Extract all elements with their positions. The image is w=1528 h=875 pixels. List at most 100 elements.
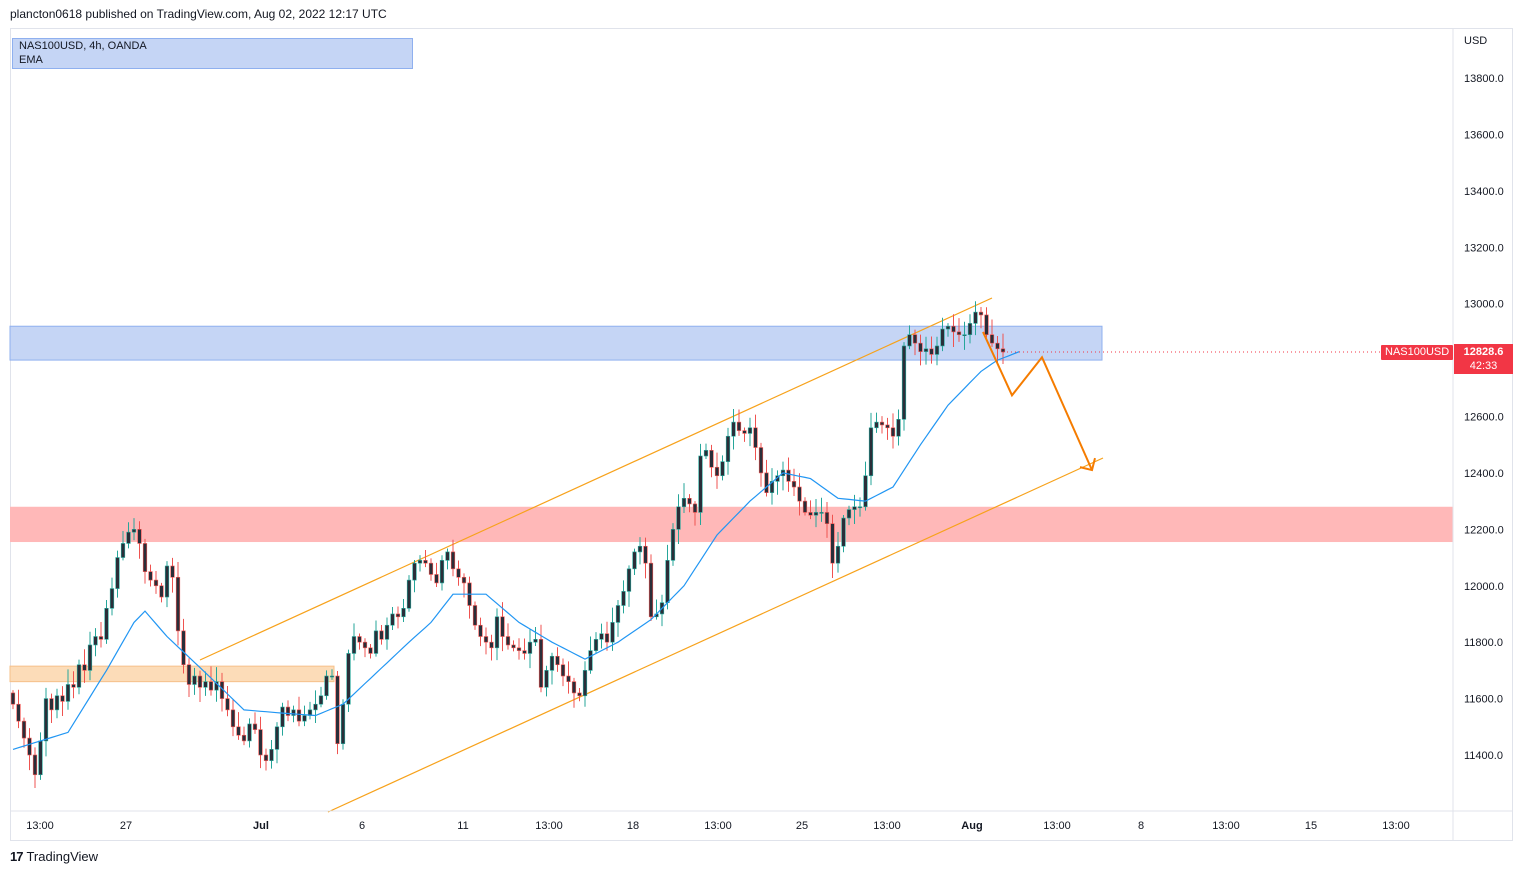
candle-down — [230, 699, 236, 737]
candle-body — [962, 334, 967, 336]
candle-up — [967, 314, 973, 344]
x-tick-label: 25 — [796, 820, 808, 832]
candle-body — [313, 703, 318, 711]
candle-down — [137, 521, 142, 559]
candle-down — [159, 582, 164, 603]
candle-body — [500, 616, 505, 637]
candle-up — [93, 628, 98, 657]
candle-down — [984, 307, 989, 338]
candle-body — [340, 703, 346, 745]
candle-up — [676, 494, 681, 545]
candle-body — [819, 512, 824, 514]
candle-body — [38, 740, 43, 776]
candle-down — [709, 444, 714, 478]
candle-body — [610, 622, 615, 643]
candle-body — [373, 630, 379, 654]
x-tick-label: 11 — [457, 820, 468, 832]
candle-down — [285, 700, 291, 722]
candle-down — [885, 417, 890, 440]
candle-body — [687, 498, 692, 505]
candle-up — [533, 626, 538, 646]
channel-upper-line — [199, 297, 993, 661]
candle-body — [533, 639, 538, 643]
candle-body — [27, 737, 32, 756]
legend-indicator: EMA — [19, 54, 43, 66]
candle-down — [571, 677, 577, 708]
candle-body — [967, 323, 973, 335]
candle-body — [648, 562, 654, 618]
candle-down — [252, 712, 258, 734]
candle-up — [329, 669, 335, 680]
candle-body — [599, 633, 604, 640]
candle-body — [131, 529, 137, 533]
candle-body — [65, 684, 71, 702]
candle-body — [483, 636, 489, 643]
y-tick-label: 12600.0 — [1464, 412, 1504, 424]
candle-down — [208, 666, 214, 696]
candle-up — [544, 665, 549, 697]
candle-body — [412, 562, 417, 581]
candle-body — [16, 703, 21, 722]
candle-up — [346, 649, 351, 712]
candle-up — [439, 555, 445, 591]
candle-body — [571, 681, 577, 694]
candle-body — [450, 551, 456, 570]
candle-up — [945, 323, 951, 337]
candle-up — [720, 455, 725, 481]
candle-down — [956, 318, 962, 342]
candle-down — [808, 500, 813, 520]
candle-down — [175, 561, 181, 646]
footer-brand[interactable]: 17 TradingView — [10, 849, 98, 864]
candle-body — [857, 506, 863, 509]
candle-body — [93, 636, 98, 646]
candle-body — [390, 613, 395, 626]
candle-up — [302, 705, 307, 727]
candle-down — [489, 634, 494, 661]
candle-body — [76, 664, 82, 688]
x-tick-label: 6 — [359, 820, 365, 832]
y-tick-label: 12000.0 — [1464, 581, 1504, 593]
candle-body — [835, 545, 841, 564]
candle-body — [43, 698, 49, 742]
candle-body — [901, 345, 907, 420]
candle-body — [527, 641, 533, 654]
demand-zone — [9, 665, 335, 683]
candle-body — [318, 695, 324, 705]
candle-body — [192, 675, 197, 685]
candle-down — [296, 696, 302, 727]
candle-down — [604, 621, 610, 651]
candle-up — [549, 652, 555, 685]
candle-body — [626, 568, 632, 592]
candle-body — [951, 325, 956, 333]
candle-up — [318, 686, 324, 708]
candle-up — [747, 417, 753, 447]
time-axis: 13:00 27 Jul 6 11 13:00 18 13:00 25 13:00 Aug 13:00… — [26, 820, 1410, 832]
ema-line — [12, 351, 1020, 750]
candle-body — [923, 348, 929, 352]
candle-up — [863, 461, 868, 511]
candle-body — [302, 715, 307, 722]
candle-down — [786, 457, 791, 492]
candle-up — [373, 620, 379, 657]
ema-layer — [12, 351, 1453, 750]
candle-down — [802, 497, 808, 516]
candle-body — [71, 684, 76, 688]
candle-body — [846, 509, 852, 519]
candle-body — [346, 653, 351, 705]
candle-body — [544, 670, 549, 688]
candle-body — [934, 345, 940, 355]
candle-body — [945, 325, 951, 330]
chart-frame[interactable] — [10, 28, 1513, 841]
candle-up — [681, 483, 687, 514]
candle-body — [291, 709, 296, 716]
candle-body — [115, 557, 120, 589]
candle-body — [791, 481, 797, 488]
candle-down — [918, 334, 923, 366]
candle-up — [780, 461, 786, 491]
candle-down — [142, 538, 148, 584]
candle-down — [714, 452, 720, 489]
chart-legend[interactable]: NAS100USD, 4h, OANDA EMA — [12, 38, 413, 69]
candle-up — [973, 301, 978, 336]
x-tick-label: 8 — [1138, 820, 1144, 832]
